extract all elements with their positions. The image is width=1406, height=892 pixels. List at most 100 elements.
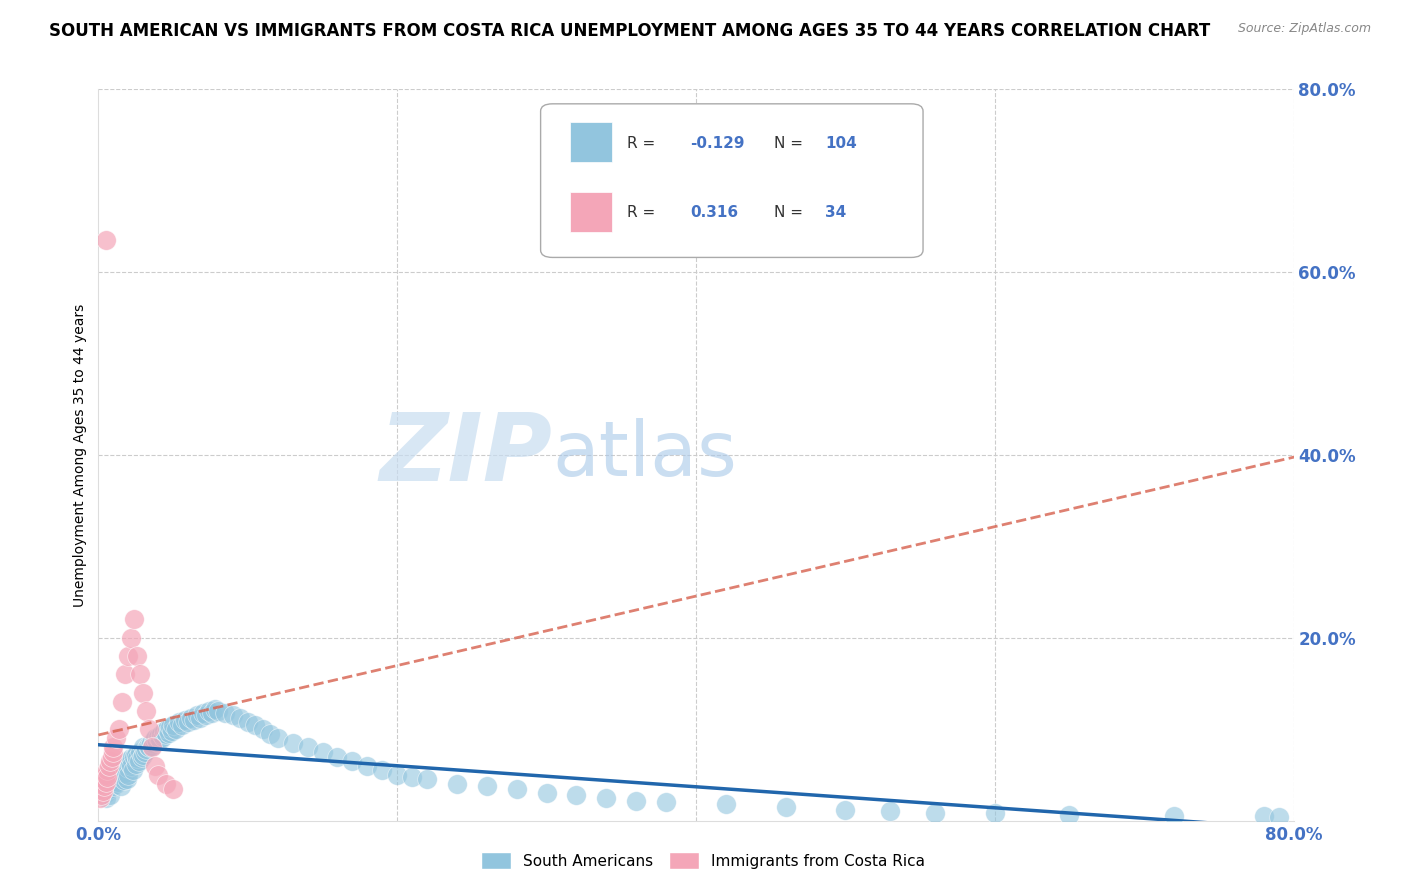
Point [97, 758, 120, 772]
Point [103, 779, 125, 793]
Point [259, 727, 281, 741]
Point [110, 764, 132, 778]
Point [214, 706, 236, 720]
Point [149, 733, 172, 747]
Point [141, 740, 163, 755]
Point [117, 754, 139, 768]
Text: N =: N = [773, 136, 803, 151]
Point [177, 714, 200, 729]
Point [105, 777, 128, 791]
Point [94, 768, 117, 782]
Point [94, 233, 117, 247]
Point [118, 756, 141, 771]
Point [100, 788, 122, 802]
Y-axis label: Unemployment Among Ages 35 to 44 years: Unemployment Among Ages 35 to 44 years [73, 303, 87, 607]
Point [90, 781, 112, 796]
Text: N =: N = [773, 204, 803, 219]
Point [112, 773, 135, 788]
Text: atlas: atlas [553, 418, 737, 491]
Point [371, 764, 394, 778]
Point [131, 749, 153, 764]
Point [186, 708, 208, 723]
Point [103, 740, 125, 755]
Point [174, 713, 197, 727]
Point [162, 717, 184, 731]
Point [91, 777, 114, 791]
Point [134, 745, 156, 759]
Point [475, 779, 498, 793]
Point [152, 730, 174, 744]
Point [167, 714, 190, 729]
Point [143, 758, 166, 772]
Point [100, 754, 122, 768]
Point [236, 714, 259, 729]
Point [94, 786, 117, 800]
Point [157, 726, 180, 740]
Point [155, 727, 177, 741]
Point [172, 717, 194, 731]
Point [114, 758, 136, 772]
Point [105, 731, 128, 746]
Point [132, 740, 155, 755]
Bar [571, 192, 613, 232]
Point [281, 736, 304, 750]
Point [114, 766, 136, 780]
Point [565, 788, 588, 802]
Text: Source: ZipAtlas.com: Source: ZipAtlas.com [1237, 22, 1371, 36]
Point [252, 723, 274, 737]
Text: 104: 104 [825, 136, 856, 151]
Point [93, 779, 115, 793]
Point [132, 685, 155, 699]
Point [125, 756, 148, 771]
Point [311, 745, 333, 759]
Point [103, 766, 125, 780]
Point [145, 735, 167, 749]
Bar [571, 122, 613, 162]
Point [93, 772, 115, 787]
Point [89, 790, 111, 805]
Point [714, 797, 737, 812]
Point [107, 775, 129, 789]
Point [111, 695, 134, 709]
Text: 34: 34 [825, 204, 846, 219]
Point [132, 747, 155, 762]
Point [148, 730, 170, 744]
Point [160, 724, 183, 739]
Point [191, 706, 214, 720]
Point [1059, 808, 1081, 822]
Point [775, 800, 797, 814]
Point [506, 781, 529, 796]
Point [121, 764, 143, 778]
Point [120, 631, 142, 645]
Point [91, 784, 114, 798]
Point [655, 796, 678, 810]
Point [111, 768, 134, 782]
Point [207, 704, 229, 718]
Point [356, 758, 378, 772]
Point [129, 667, 152, 681]
Point [135, 704, 157, 718]
Point [222, 708, 245, 723]
Point [117, 761, 139, 775]
Point [125, 747, 148, 762]
Point [195, 708, 218, 723]
Point [115, 772, 138, 787]
Point [136, 739, 159, 753]
Point [148, 768, 170, 782]
Point [326, 749, 349, 764]
Point [96, 770, 118, 784]
Point [297, 740, 319, 755]
Point [141, 739, 163, 753]
Point [204, 702, 226, 716]
Point [135, 742, 157, 756]
Point [124, 613, 146, 627]
Text: 0.316: 0.316 [690, 204, 738, 219]
Point [94, 790, 117, 805]
Point [1163, 809, 1185, 823]
Point [110, 770, 132, 784]
Point [401, 770, 423, 784]
Text: R =: R = [627, 204, 655, 219]
Point [103, 772, 125, 787]
Point [94, 775, 117, 789]
Text: ZIP: ZIP [380, 409, 553, 501]
